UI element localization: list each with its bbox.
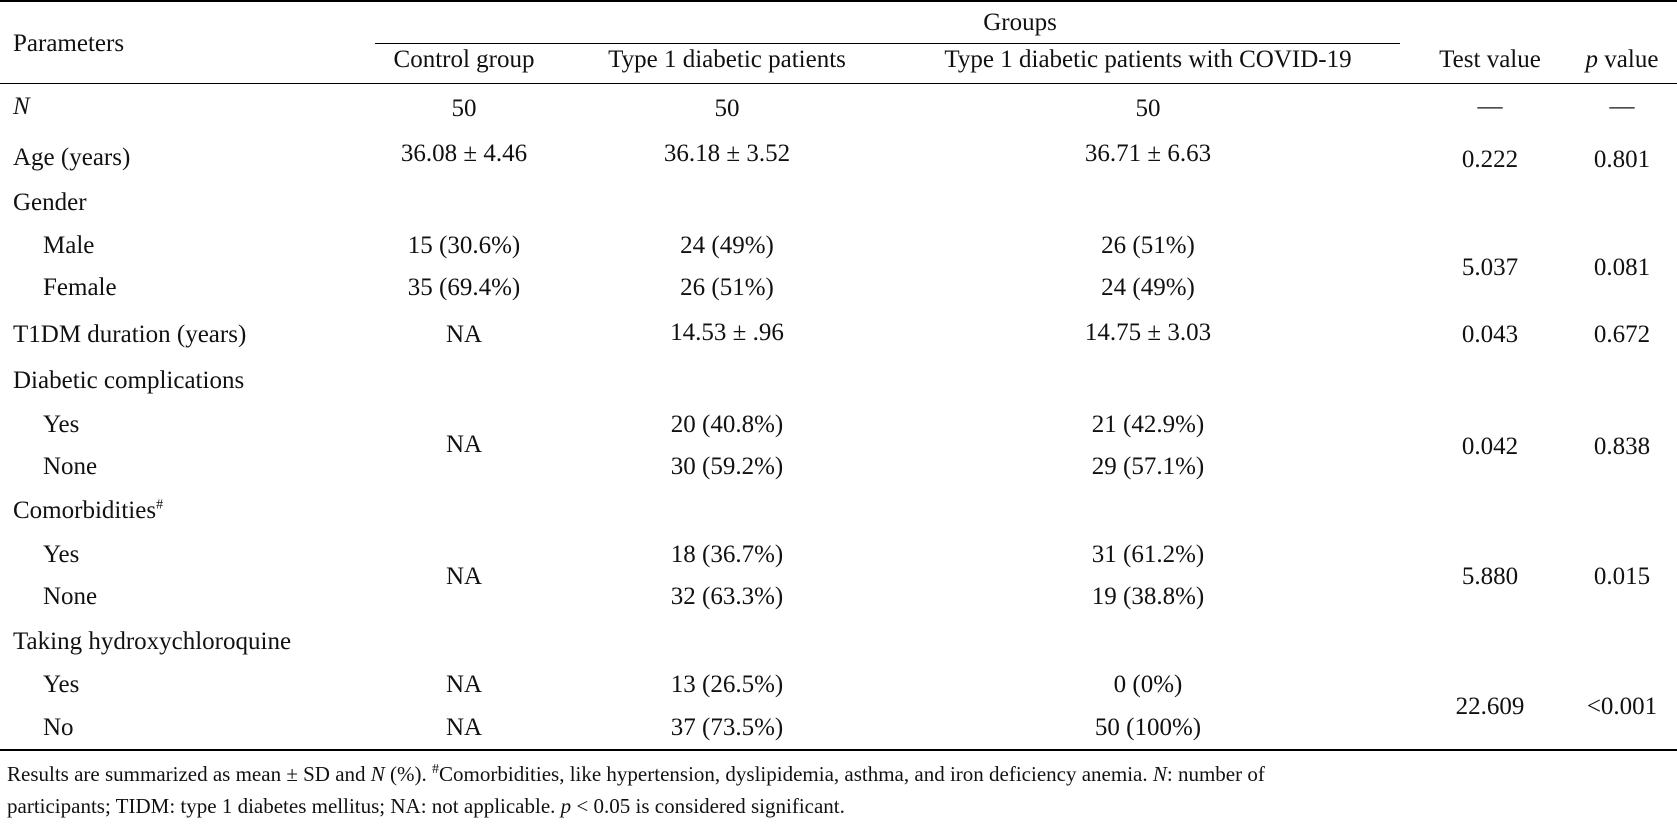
cell-hcq-p: <0.001 xyxy=(1586,693,1658,720)
cell-duration-control: NA xyxy=(445,321,483,348)
cell-duration-p: 0.672 xyxy=(1593,321,1651,348)
table-bottom-rule xyxy=(0,749,1677,751)
cell-complications-yes-t1d-covid: 21 (42.9%) xyxy=(1091,411,1205,438)
header-type1-covid: Type 1 diabetic patients with COVID-19 xyxy=(944,46,1352,73)
footnote-line-1: Results are summarized as mean ± SD and … xyxy=(7,762,1265,786)
cell-n-t1d: 50 xyxy=(714,95,740,122)
row-hcq-yes-label: Yes xyxy=(43,671,80,698)
cell-hcq-yes-control: NA xyxy=(445,671,483,698)
cell-complications-none-t1d: 30 (59.2%) xyxy=(670,453,784,480)
row-hcq-no-label: No xyxy=(43,714,74,741)
cell-age-t1d: 36.18 ± 3.52 xyxy=(663,140,791,167)
cell-complications-test: 0.042 xyxy=(1461,433,1519,460)
comorbidities-footnote-mark: # xyxy=(156,497,164,513)
cell-male-control: 15 (30.6%) xyxy=(407,232,521,259)
cell-hcq-yes-t1d: 13 (26.5%) xyxy=(670,671,784,698)
cell-complications-control: NA xyxy=(445,431,483,458)
footnote-line-2: participants; TIDM: type 1 diabetes mell… xyxy=(7,794,845,818)
cell-n-test: — xyxy=(1477,93,1503,120)
header-test-value: Test value xyxy=(1439,46,1541,73)
header-type1-diabetic: Type 1 diabetic patients xyxy=(608,46,846,73)
cell-hcq-no-t1d-covid: 50 (100%) xyxy=(1094,714,1202,741)
cell-age-control: 36.08 ± 4.46 xyxy=(400,140,528,167)
cell-female-control: 35 (69.4%) xyxy=(407,274,521,301)
header-p-value: p value xyxy=(1585,46,1659,73)
cell-duration-test: 0.043 xyxy=(1461,321,1519,348)
row-hcq-label: Taking hydroxychloroquine xyxy=(13,628,292,655)
cell-comorbidities-yes-t1d: 18 (36.7%) xyxy=(670,541,784,568)
row-age-label: Age (years) xyxy=(13,144,131,171)
cell-comorbidities-control: NA xyxy=(445,563,483,590)
header-rule xyxy=(0,83,1677,84)
row-complications-none-label: None xyxy=(43,453,98,480)
cell-n-p: — xyxy=(1609,93,1635,120)
header-parameters: Parameters xyxy=(13,30,125,57)
cell-comorbidities-yes-t1d-covid: 31 (61.2%) xyxy=(1091,541,1205,568)
table-top-rule xyxy=(0,0,1677,2)
cell-duration-t1d-covid: 14.75 ± 3.03 xyxy=(1084,319,1212,346)
cell-male-t1d: 24 (49%) xyxy=(680,232,774,259)
row-gender-female-label: Female xyxy=(43,274,117,301)
row-comorbidities-label: Comorbidities# xyxy=(13,497,164,524)
cell-age-test: 0.222 xyxy=(1461,146,1519,173)
cell-hcq-test: 22.609 xyxy=(1455,693,1525,720)
table-footnote: Results are summarized as mean ± SD and … xyxy=(7,758,1669,822)
header-control-group: Control group xyxy=(393,46,535,73)
cell-complications-p: 0.838 xyxy=(1593,433,1651,460)
cell-hcq-yes-t1d-covid: 0 (0%) xyxy=(1113,671,1183,698)
header-groups: Groups xyxy=(983,9,1057,36)
cell-hcq-no-t1d: 37 (73.5%) xyxy=(670,714,784,741)
cell-n-control: 50 xyxy=(451,95,477,122)
cell-gender-p: 0.081 xyxy=(1593,254,1651,281)
cell-comorbidities-none-t1d: 32 (63.3%) xyxy=(670,583,784,610)
cell-complications-yes-t1d: 20 (40.8%) xyxy=(670,411,784,438)
cell-age-t1d-covid: 36.71 ± 6.63 xyxy=(1084,140,1212,167)
cell-duration-t1d: 14.53 ± .96 xyxy=(670,319,784,346)
cell-comorbidities-p: 0.015 xyxy=(1593,563,1651,590)
row-complications-yes-label: Yes xyxy=(43,411,80,438)
row-n-label: N xyxy=(13,93,30,120)
cell-age-p: 0.801 xyxy=(1593,146,1651,173)
cell-male-t1d-covid: 26 (51%) xyxy=(1101,232,1195,259)
cell-n-t1d-covid: 50 xyxy=(1135,95,1161,122)
row-complications-label: Diabetic complications xyxy=(13,367,245,394)
cell-complications-none-t1d-covid: 29 (57.1%) xyxy=(1091,453,1205,480)
cell-female-t1d: 26 (51%) xyxy=(680,274,774,301)
row-comorbidities-none-label: None xyxy=(43,583,98,610)
row-comorbidities-yes-label: Yes xyxy=(43,541,80,568)
cell-comorbidities-test: 5.880 xyxy=(1461,563,1519,590)
cell-hcq-no-control: NA xyxy=(445,714,483,741)
groups-underline xyxy=(375,43,1400,44)
row-duration-label: T1DM duration (years) xyxy=(13,321,247,348)
row-gender-label: Gender xyxy=(13,189,87,216)
cell-female-t1d-covid: 24 (49%) xyxy=(1101,274,1195,301)
cell-gender-test: 5.037 xyxy=(1461,254,1519,281)
cell-comorbidities-none-t1d-covid: 19 (38.8%) xyxy=(1091,583,1205,610)
row-gender-male-label: Male xyxy=(43,232,95,259)
